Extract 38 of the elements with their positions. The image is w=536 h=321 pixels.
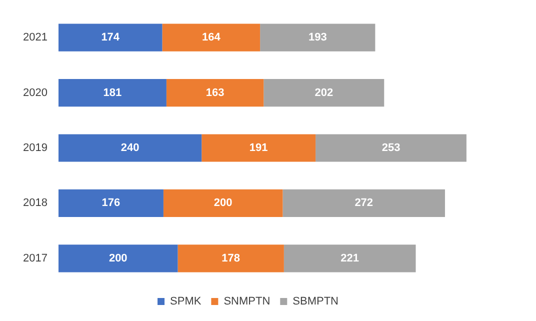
data-label: 202 — [314, 86, 334, 99]
bar — [166, 79, 264, 107]
bar — [58, 134, 202, 162]
data-label: 221 — [340, 252, 360, 264]
data-label: 191 — [249, 142, 268, 154]
y-tick-label: 2018 — [22, 197, 48, 210]
y-tick-label: 2021 — [22, 32, 48, 44]
data-label: 240 — [120, 142, 140, 154]
bar — [58, 244, 178, 272]
bar — [163, 189, 283, 217]
data-label: 181 — [103, 86, 122, 99]
data-label: 174 — [101, 32, 120, 44]
legend-label: SPMK — [170, 296, 202, 308]
data-label: 253 — [382, 142, 400, 154]
data-label: 200 — [214, 197, 232, 210]
data-label: 176 — [102, 197, 120, 210]
bar — [178, 244, 284, 272]
bar — [284, 244, 416, 272]
y-tick-label: 2017 — [22, 252, 48, 264]
data-label: 193 — [308, 32, 327, 44]
data-label: 200 — [108, 252, 128, 264]
data-label: 272 — [354, 197, 374, 210]
y-tick-label: 2020 — [22, 86, 48, 99]
data-label: 178 — [222, 252, 240, 264]
data-label: 163 — [206, 86, 224, 99]
bar — [58, 79, 166, 107]
legend-label: SNMPTN — [224, 296, 270, 308]
bar — [264, 79, 384, 107]
bar — [58, 189, 164, 217]
bar — [260, 24, 376, 52]
y-tick-label: 2019 — [22, 142, 48, 154]
legend-label: SBMPTN — [292, 296, 339, 308]
bar — [58, 24, 162, 52]
bar — [202, 134, 316, 162]
bar — [162, 24, 260, 52]
data-label: 164 — [202, 32, 222, 44]
bar — [282, 189, 445, 217]
bar — [316, 134, 466, 162]
